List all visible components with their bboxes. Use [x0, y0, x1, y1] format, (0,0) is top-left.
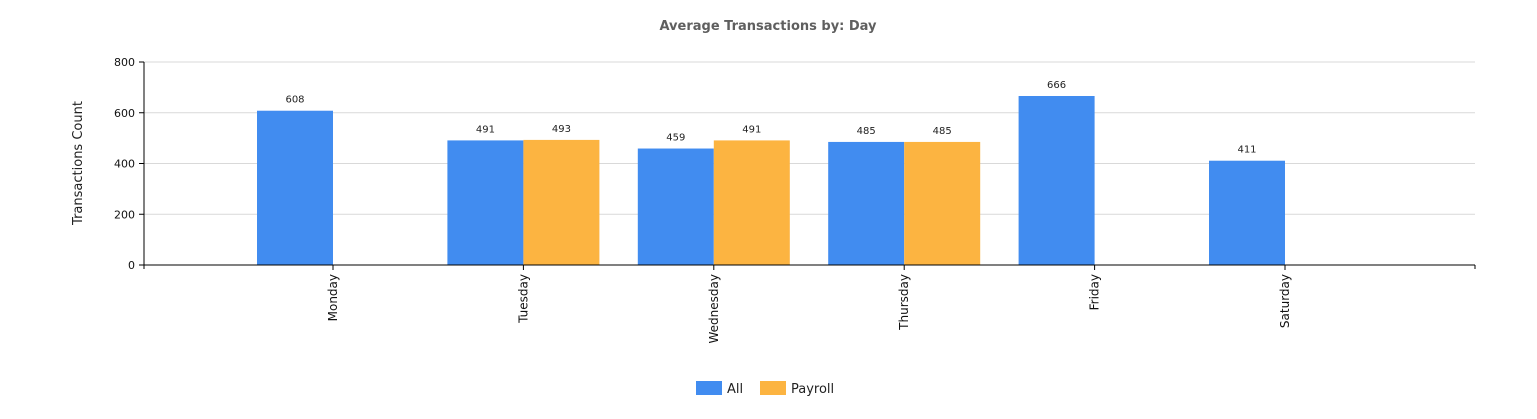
bar-payroll [904, 141, 981, 265]
x-tick-label: Friday [1088, 274, 1102, 310]
data-label: 485 [857, 126, 876, 137]
x-tick-label: Monday [326, 274, 340, 321]
x-tick-label: Thursday [897, 274, 911, 331]
legend-label: All [727, 382, 743, 397]
y-tick-label: 800 [114, 56, 135, 69]
chart-title: Average Transactions by: Day [659, 19, 877, 34]
y-tick-label: 600 [114, 107, 135, 120]
bar-all [637, 148, 714, 265]
data-label: 411 [1237, 145, 1256, 156]
y-tick-label: 0 [128, 259, 135, 272]
data-label: 666 [1047, 80, 1066, 91]
data-label: 459 [666, 133, 685, 144]
legend: All Payroll [696, 381, 834, 397]
legend-swatch [696, 381, 722, 395]
data-label: 493 [552, 124, 571, 135]
bar-payroll [523, 139, 600, 265]
y-tick-label: 400 [114, 158, 135, 171]
bar-all [1018, 96, 1095, 265]
x-tick-label: Tuesday [516, 274, 530, 324]
bar-all [1209, 160, 1285, 265]
data-label: 485 [933, 126, 952, 137]
data-label: 608 [285, 95, 304, 106]
bar-payroll [713, 140, 790, 265]
data-label: 491 [476, 124, 495, 135]
bar-all [828, 141, 905, 265]
data-labels: 608 491 459 485 666 411 493 491 485 [285, 80, 1256, 156]
bar-all [447, 140, 524, 265]
legend-swatch [760, 381, 786, 395]
y-axis-label: Transactions Count [71, 101, 86, 226]
data-label: 491 [742, 124, 761, 135]
x-tick-label: Wednesday [707, 274, 721, 343]
bars [257, 96, 1285, 265]
y-tick-label: 200 [114, 208, 135, 221]
bar-all [257, 110, 333, 265]
x-tick-label: Saturday [1278, 274, 1292, 328]
axes: 0 200 400 600 800 Monday Tuesday Wednesday Thurs… [114, 56, 1476, 343]
legend-label: Payroll [791, 382, 834, 397]
